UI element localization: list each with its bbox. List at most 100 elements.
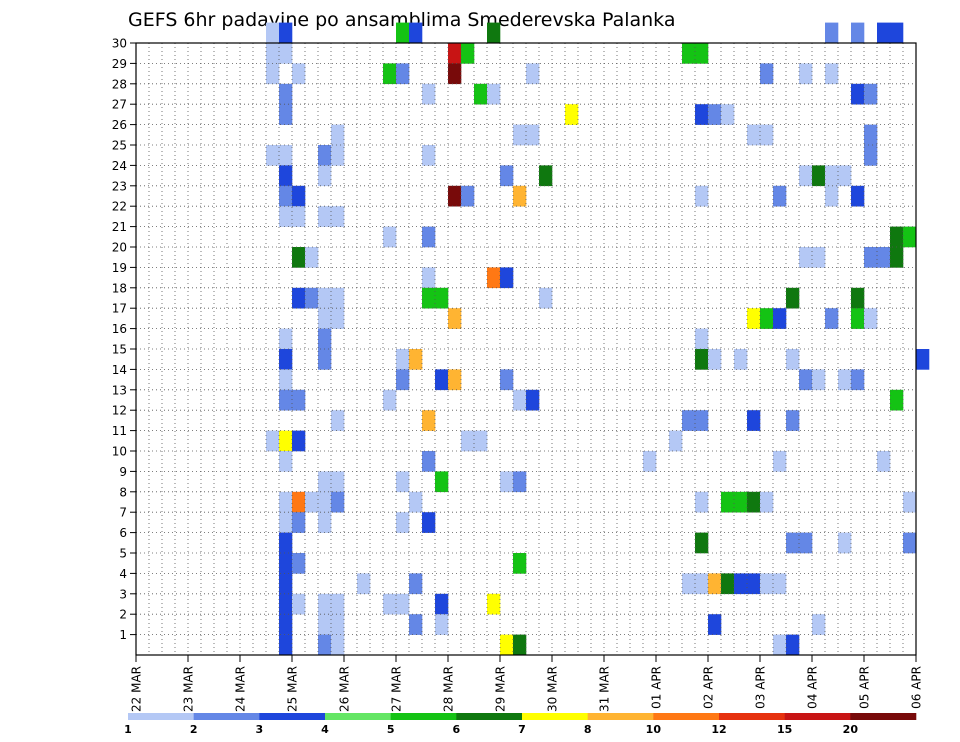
heatmap-cells	[266, 22, 930, 656]
heatmap-cell	[266, 430, 280, 452]
heatmap-cell	[461, 43, 475, 64]
colorbar-tick-label: 3	[256, 723, 264, 736]
heatmap-cell	[825, 185, 839, 207]
heatmap-cell	[396, 349, 410, 370]
heatmap-cell	[513, 389, 527, 411]
heatmap-cell	[695, 43, 709, 64]
colorbar-tick-label: 12	[711, 723, 726, 736]
heatmap-cell	[825, 63, 839, 85]
colorbar-swatch	[587, 713, 654, 720]
x-tick-label: 28 MAR	[442, 666, 456, 712]
heatmap-cell	[279, 328, 293, 350]
heatmap-cell	[292, 389, 306, 411]
heatmap-cell	[890, 389, 904, 411]
heatmap-cell	[331, 491, 345, 513]
x-tick-label: 02 APR	[702, 666, 716, 709]
heatmap-cell	[279, 185, 293, 207]
heatmap-cell	[864, 247, 878, 268]
heatmap-cell	[461, 430, 475, 452]
x-tick-label: 03 APR	[754, 666, 768, 709]
colorbar-swatch	[259, 713, 326, 720]
heatmap-cell	[383, 593, 397, 615]
heatmap-cell	[266, 145, 280, 166]
heatmap-cell	[734, 491, 748, 513]
heatmap-cell	[838, 369, 852, 391]
colorbar-swatch	[653, 713, 720, 720]
heatmap-cell	[539, 287, 553, 309]
colorbar-swatch	[522, 713, 588, 720]
heatmap-cell	[851, 287, 865, 309]
heatmap-cell	[851, 308, 865, 329]
heatmap-cell	[708, 614, 722, 635]
heatmap-cell	[799, 369, 813, 391]
heatmap-cell	[695, 328, 709, 350]
heatmap-cell	[786, 532, 800, 554]
heatmap-cell	[513, 634, 527, 656]
y-tick-label: 12	[112, 404, 127, 418]
y-tick-label: 17	[112, 302, 127, 316]
heatmap-cell	[851, 83, 865, 105]
heatmap-cell	[279, 369, 293, 391]
heatmap-cell	[422, 267, 436, 289]
heatmap-cell	[721, 491, 735, 513]
colorbar-tick-label: 2	[190, 723, 198, 736]
heatmap-cell	[695, 104, 709, 125]
heatmap-cell	[292, 287, 306, 309]
heatmap-cell	[409, 22, 423, 44]
x-tick-label: 06 APR	[910, 666, 924, 709]
heatmap-cell	[773, 451, 787, 472]
heatmap-cell	[331, 593, 345, 615]
heatmap-cell	[292, 491, 306, 513]
heatmap-cell	[708, 349, 722, 370]
heatmap-cell	[890, 22, 904, 44]
heatmap-cell	[292, 247, 306, 268]
heatmap-cell	[422, 83, 436, 105]
heatmap-cell	[383, 63, 397, 85]
heatmap-cell	[500, 634, 514, 656]
heatmap-cell	[331, 145, 345, 166]
heatmap-cell	[682, 410, 696, 431]
heatmap-cell	[864, 308, 878, 329]
heatmap-cell	[812, 165, 826, 187]
heatmap-cell	[487, 83, 501, 105]
y-tick-label: 1	[119, 628, 127, 642]
heatmap-cell	[318, 349, 332, 370]
heatmap-cell	[487, 267, 501, 289]
colorbar-swatch	[784, 713, 851, 720]
heatmap-cell	[747, 124, 761, 146]
heatmap-cell	[526, 63, 540, 85]
heatmap-cell	[760, 573, 774, 595]
heatmap-cell	[448, 185, 462, 207]
heatmap-cell	[279, 389, 293, 411]
heatmap-cell	[916, 349, 930, 370]
heatmap-cell	[682, 43, 696, 64]
heatmap-cell	[279, 430, 293, 452]
heatmap-cell	[279, 573, 293, 595]
y-tick-label: 25	[112, 139, 127, 153]
heatmap-cell	[292, 430, 306, 452]
heatmap-cell	[565, 104, 579, 125]
colorbar-tick-label: 15	[777, 723, 792, 736]
heatmap-cell	[877, 22, 891, 44]
y-tick-label: 28	[112, 77, 127, 91]
heatmap-cell	[747, 308, 761, 329]
heatmap-cell	[292, 512, 306, 533]
heatmap-cell	[318, 614, 332, 635]
heatmap-cell	[279, 104, 293, 125]
heatmap-cell	[513, 553, 527, 574]
heatmap-cell	[682, 573, 696, 595]
heatmap-cell	[500, 165, 514, 187]
heatmap-cell	[890, 247, 904, 268]
heatmap-cell	[318, 206, 332, 227]
heatmap-cell	[279, 451, 293, 472]
heatmap-cell	[513, 185, 527, 207]
heatmap-cell	[708, 573, 722, 595]
heatmap-cell	[318, 328, 332, 350]
heatmap-cell	[305, 287, 319, 309]
y-tick-label: 5	[119, 547, 127, 561]
heatmap-cell	[773, 634, 787, 656]
heatmap-cell	[474, 430, 488, 452]
heatmap-cell	[851, 22, 865, 44]
heatmap-cell	[773, 185, 787, 207]
heatmap-cell	[721, 104, 735, 125]
